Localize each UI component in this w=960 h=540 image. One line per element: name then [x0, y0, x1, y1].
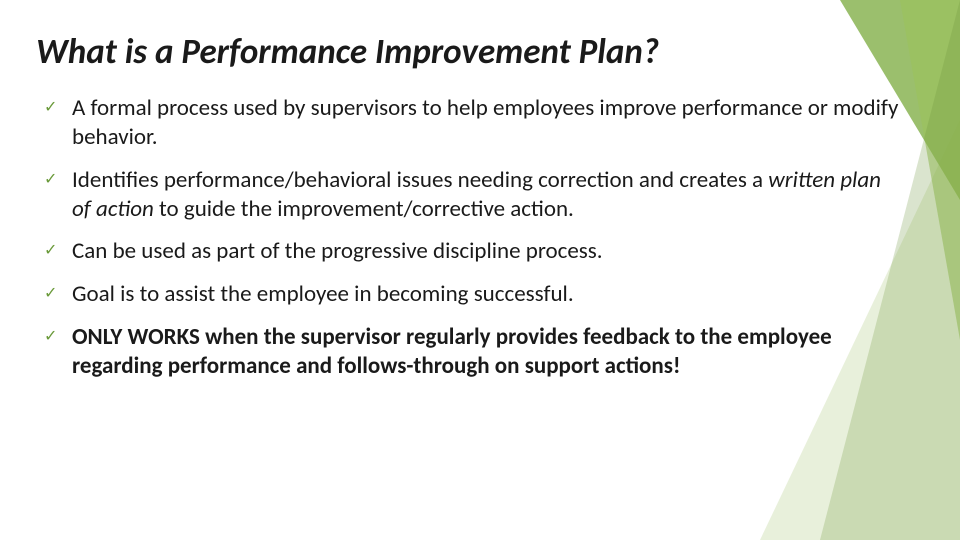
bullet-text: Identifies performance/behavioral issues… [72, 166, 881, 223]
checkmark-icon: ✓ [44, 327, 57, 347]
checkmark-icon: ✓ [44, 170, 57, 190]
bullet-text: ONLY WORKS when the supervisor regularly… [72, 323, 832, 380]
slide: What is a Performance Improvement Plan? … [0, 0, 960, 540]
checkmark-icon: ✓ [44, 98, 57, 118]
checkmark-icon: ✓ [44, 241, 57, 261]
bullet-item: ✓A formal process used by supervisors to… [72, 94, 912, 152]
slide-title: What is a Performance Improvement Plan? [36, 32, 912, 72]
bullet-item: ✓ONLY WORKS when the supervisor regularl… [72, 323, 912, 381]
bullet-item: ✓Can be used as part of the progressive … [72, 237, 912, 266]
bullet-item: ✓Goal is to assist the employee in becom… [72, 280, 912, 309]
bullet-text: Goal is to assist the employee in becomi… [72, 280, 574, 308]
checkmark-icon: ✓ [44, 284, 57, 304]
bullet-text: A formal process used by supervisors to … [72, 94, 898, 151]
bullet-text: Can be used as part of the progressive d… [72, 237, 603, 265]
bullet-list: ✓ A formal process used by supervisors to… [36, 94, 912, 380]
bullet-item: ✓Identifies performance/behavioral issue… [72, 166, 912, 224]
